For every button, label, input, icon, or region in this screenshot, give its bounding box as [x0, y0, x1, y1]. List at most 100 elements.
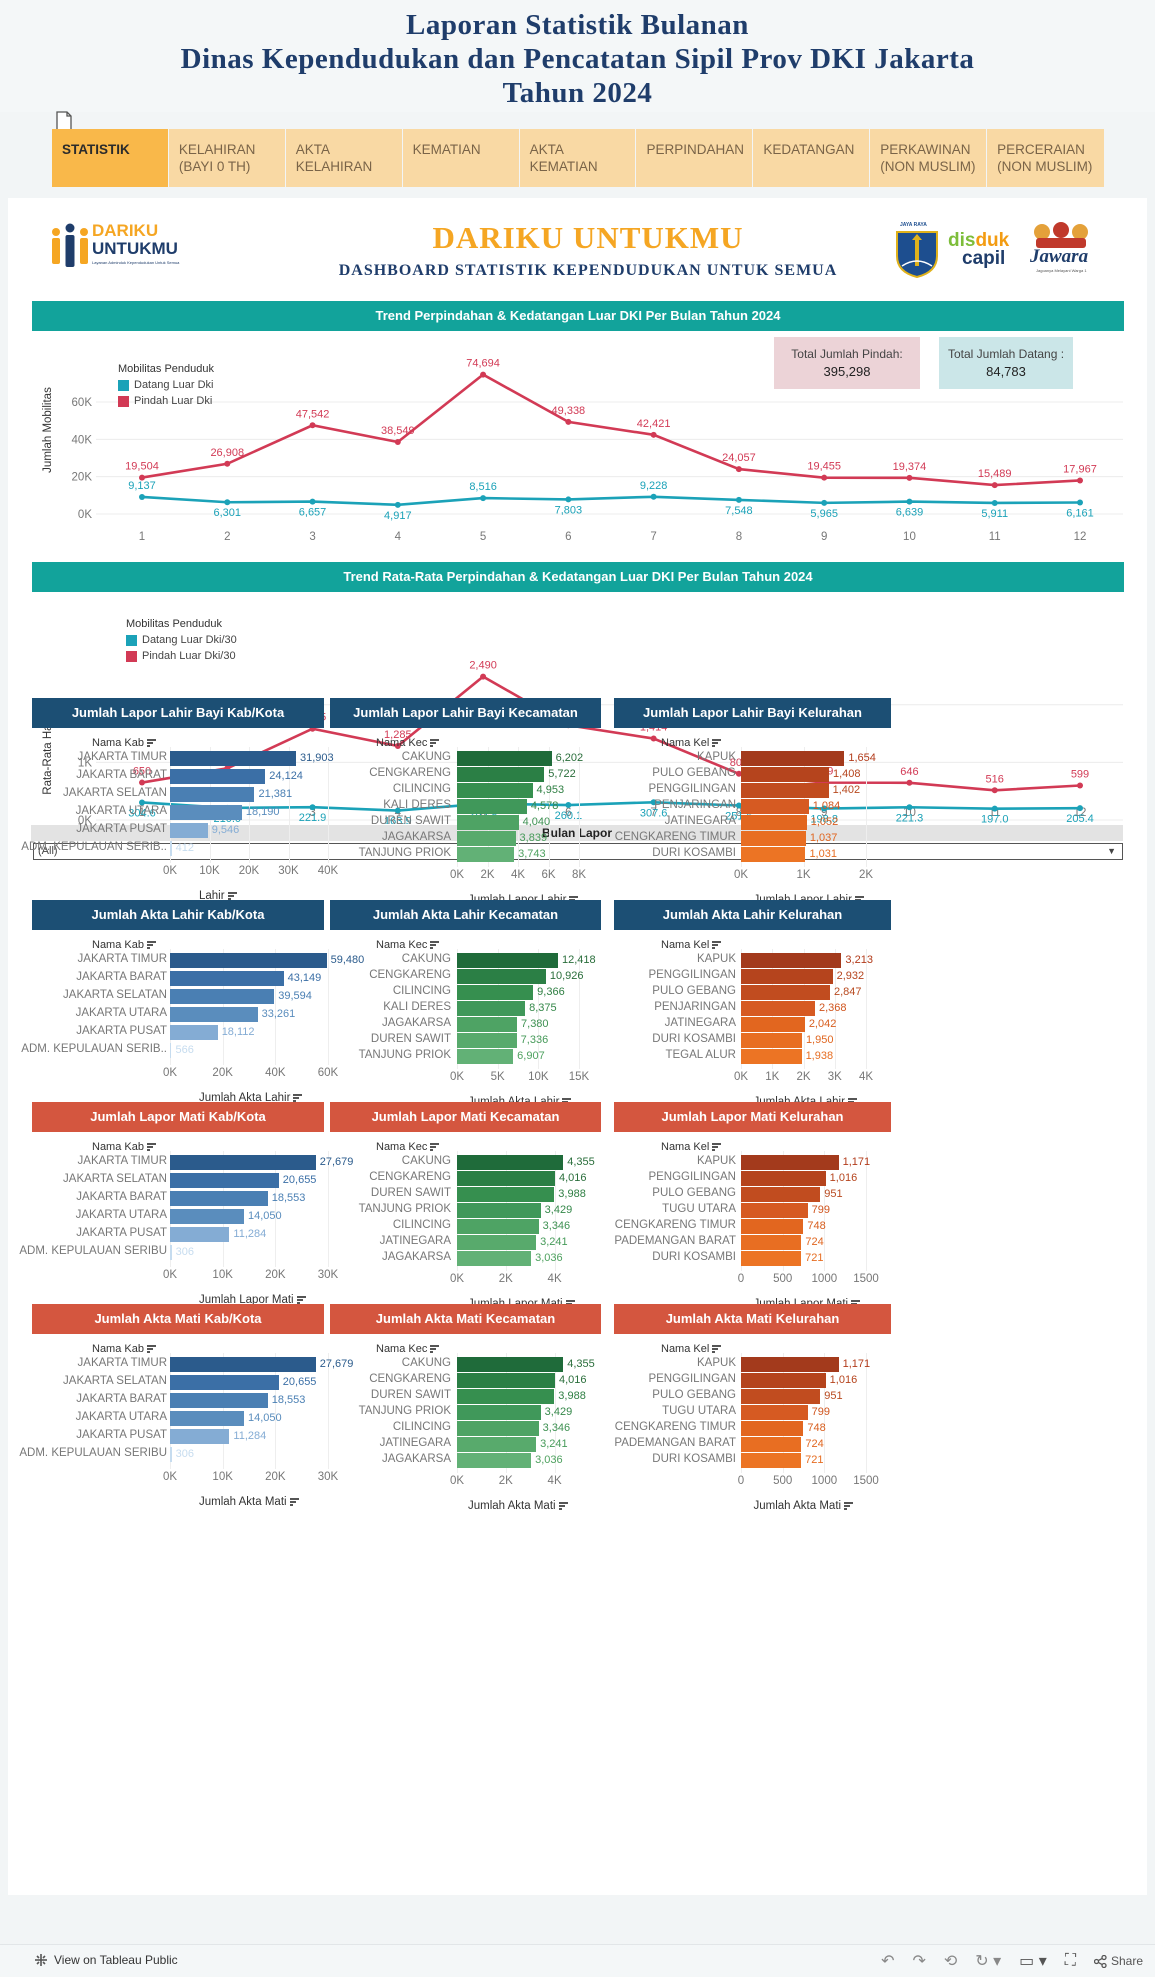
dimension-label[interactable]: Nama Kel: [661, 939, 722, 951]
bar[interactable]: [741, 1155, 839, 1170]
bar-category-label[interactable]: ADM. KEPULAUAN SERIBU: [19, 1447, 167, 1459]
bar-category-label[interactable]: ADM. KEPULAUAN SERIB..: [21, 1043, 167, 1055]
chart1-point[interactable]: [991, 499, 998, 506]
bar[interactable]: [170, 1245, 172, 1260]
chart1-point[interactable]: [650, 493, 657, 500]
bar[interactable]: [170, 989, 275, 1004]
sort-icon[interactable]: [430, 1143, 440, 1152]
bar-category-label[interactable]: PULO GEBANG: [652, 767, 736, 779]
revert-icon[interactable]: ⟲: [943, 1953, 958, 1970]
bar[interactable]: [170, 769, 266, 784]
bar-category-label[interactable]: PENGGILINGAN: [648, 969, 736, 981]
x-axis-title[interactable]: Jumlah Akta Mati: [468, 1500, 568, 1512]
chart1-point[interactable]: [309, 422, 316, 429]
sort-icon[interactable]: [712, 739, 722, 748]
bar[interactable]: [457, 767, 545, 782]
bar[interactable]: [170, 1025, 218, 1040]
bar[interactable]: [457, 985, 534, 1000]
chart1-point[interactable]: [650, 431, 657, 438]
bar-category-label[interactable]: PADEMANGAN BARAT: [614, 1235, 736, 1247]
chart1-legend-datang[interactable]: Datang Luar Dki: [118, 379, 214, 391]
bar-category-label[interactable]: PULO GEBANG: [652, 1389, 736, 1401]
bar-category-label[interactable]: TUGU UTARA: [662, 1203, 736, 1215]
bar-category-label[interactable]: JAKARTA TIMUR: [77, 751, 167, 763]
chart2-point[interactable]: [735, 770, 742, 777]
bar[interactable]: [457, 1251, 532, 1266]
chart1-point[interactable]: [394, 501, 401, 508]
bar[interactable]: [170, 1411, 244, 1426]
sort-icon[interactable]: [296, 1295, 306, 1304]
chart2-legend-datang[interactable]: Datang Luar Dki/30: [126, 634, 237, 646]
bar[interactable]: [741, 1421, 804, 1436]
device-preview-icon[interactable]: ▭ ▾: [1019, 1953, 1047, 1970]
bar[interactable]: [741, 1219, 804, 1234]
sort-icon[interactable]: [146, 1143, 156, 1152]
dimension-label[interactable]: Nama Kel: [661, 737, 722, 749]
bar[interactable]: [741, 847, 806, 862]
bar-category-label[interactable]: DURI KOSAMBI: [652, 1251, 736, 1263]
dimension-label[interactable]: Nama Kec: [376, 1141, 440, 1153]
chart1-legend-pindah[interactable]: Pindah Luar Dki: [118, 395, 214, 407]
tab-statistik[interactable]: STATISTIK: [52, 129, 168, 187]
bar[interactable]: [457, 1017, 518, 1032]
undo-icon[interactable]: ↶: [881, 1953, 895, 1970]
bar[interactable]: [741, 1373, 826, 1388]
view-on-tableau-link[interactable]: View on Tableau Public: [34, 1953, 178, 1967]
bar-category-label[interactable]: PULO GEBANG: [652, 985, 736, 997]
bar-category-label[interactable]: JAKARTA UTARA: [75, 1007, 167, 1019]
bar-category-label[interactable]: PULO GEBANG: [652, 1187, 736, 1199]
chart1-point[interactable]: [565, 418, 572, 425]
sort-icon[interactable]: [712, 941, 722, 950]
sort-icon[interactable]: [430, 1345, 440, 1354]
chart1-point[interactable]: [735, 496, 742, 503]
bar[interactable]: [457, 1389, 555, 1404]
bar[interactable]: [457, 1421, 539, 1436]
bar-category-label[interactable]: DURI KOSAMBI: [652, 847, 736, 859]
bar-category-label[interactable]: ADM. KEPULAUAN SERIB..: [21, 841, 167, 853]
chart2-point[interactable]: [139, 779, 145, 786]
chart2-point[interactable]: [906, 804, 913, 811]
bar[interactable]: [170, 1173, 279, 1188]
bar[interactable]: [457, 1187, 555, 1202]
bar-category-label[interactable]: JATINEGARA: [664, 815, 736, 827]
chart2-point[interactable]: [1077, 782, 1083, 789]
bar[interactable]: [741, 751, 845, 766]
bar[interactable]: [170, 1227, 230, 1242]
bar-category-label[interactable]: TANJUNG PRIOK: [358, 1203, 451, 1215]
sort-icon[interactable]: [146, 739, 156, 748]
sort-icon[interactable]: [289, 1497, 299, 1506]
chart2-point[interactable]: [906, 779, 913, 786]
bar[interactable]: [170, 751, 297, 766]
dimension-label[interactable]: Nama Kab: [92, 1141, 156, 1153]
bar-category-label[interactable]: JAKARTA UTARA: [75, 805, 167, 817]
bar-category-label[interactable]: PENGGILINGAN: [648, 1373, 736, 1385]
bar[interactable]: [741, 1437, 802, 1452]
chart1-point[interactable]: [139, 493, 145, 500]
bar[interactable]: [170, 1043, 172, 1058]
bar[interactable]: [741, 1251, 802, 1266]
bar-category-label[interactable]: JAGAKARSA: [381, 1453, 451, 1465]
sort-icon[interactable]: [146, 941, 156, 950]
bar[interactable]: [457, 1171, 555, 1186]
bar[interactable]: [457, 1235, 537, 1250]
bar[interactable]: [170, 823, 208, 838]
chart2-point[interactable]: [394, 807, 401, 814]
chart2-point[interactable]: [821, 805, 828, 812]
bar-category-label[interactable]: JAKARTA BARAT: [76, 971, 167, 983]
bar-category-label[interactable]: TEGAL ALUR: [665, 1049, 736, 1061]
sort-icon[interactable]: [844, 1501, 854, 1510]
bar-category-label[interactable]: JAKARTA BARAT: [76, 1393, 167, 1405]
bar-category-label[interactable]: DUREN SAWIT: [370, 1033, 451, 1045]
bar-category-label[interactable]: JAKARTA TIMUR: [77, 1357, 167, 1369]
bar-category-label[interactable]: KAPUK: [697, 1155, 736, 1167]
chart1-point[interactable]: [565, 496, 572, 503]
bar-category-label[interactable]: CAKUNG: [401, 751, 451, 763]
chart1-point[interactable]: [1077, 499, 1083, 506]
refresh-icon[interactable]: ↻ ▾: [975, 1953, 1002, 1970]
chart2-point[interactable]: [480, 673, 487, 680]
chart1-point[interactable]: [906, 474, 913, 481]
dimension-label[interactable]: Nama Kab: [92, 1343, 156, 1355]
chart2-point[interactable]: [650, 735, 657, 742]
bar-category-label[interactable]: PENJARINGAN: [654, 1001, 736, 1013]
bar[interactable]: [457, 847, 515, 862]
